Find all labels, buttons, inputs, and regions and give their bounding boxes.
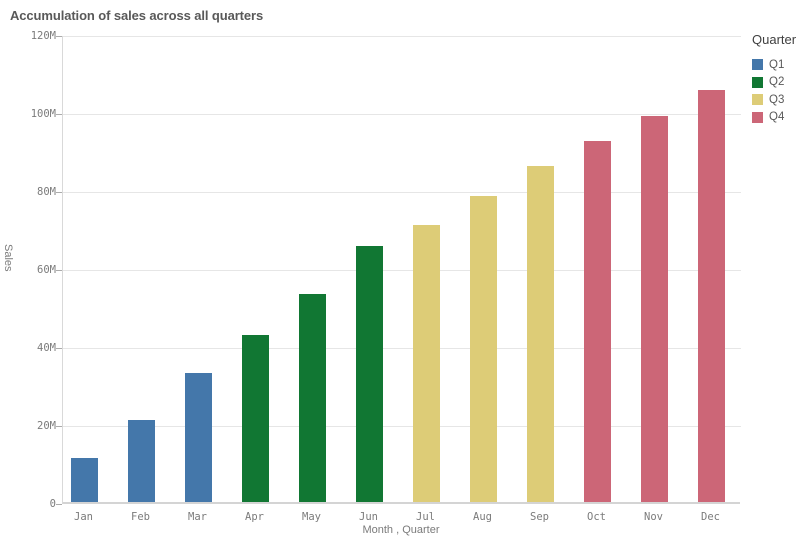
gridline [63, 36, 741, 37]
y-tick-label: 0 [49, 498, 56, 510]
bar-nov[interactable] [641, 116, 668, 502]
bar-dec[interactable] [698, 90, 725, 502]
legend-item-q2[interactable]: Q2 [752, 74, 800, 92]
legend-color-swatch-q4 [752, 111, 763, 123]
plot-area [62, 36, 741, 504]
y-tick-label: 100M [30, 108, 56, 120]
x-tick-label-aug: Aug [473, 511, 492, 523]
x-tick-label-mar: Mar [188, 511, 207, 523]
legend-color-swatch-q1 [752, 59, 763, 71]
y-axis-title: Sales [2, 244, 14, 272]
legend-items: Q1 Q2 Q3 Q4 [752, 56, 800, 126]
legend-label: Q1 [769, 58, 785, 71]
legend-item-q1[interactable]: Q1 [752, 56, 800, 74]
y-tick-mark [56, 270, 62, 271]
y-tick-label: 20M [37, 420, 56, 432]
legend-color-swatch-q2 [752, 76, 763, 88]
bar-sep[interactable] [527, 166, 554, 502]
x-tick-label-jun: Jun [359, 511, 378, 523]
bar-jan[interactable] [71, 458, 98, 502]
y-tick-label: 120M [30, 30, 56, 42]
bar-feb[interactable] [128, 420, 155, 502]
x-tick-label-sep: Sep [530, 511, 549, 523]
gridline [63, 426, 741, 427]
gridline [63, 114, 741, 115]
x-tick-label-jan: Jan [74, 511, 93, 523]
y-tick-label: 40M [37, 342, 56, 354]
y-tick-mark [56, 348, 62, 349]
y-tick-mark [56, 504, 62, 505]
bar-apr[interactable] [242, 335, 269, 502]
gridline [63, 348, 741, 349]
x-tick-label-apr: Apr [245, 511, 264, 523]
x-tick-label-dec: Dec [701, 511, 720, 523]
y-tick-mark [56, 192, 62, 193]
y-tick-mark [56, 36, 62, 37]
legend-label: Q2 [769, 76, 785, 89]
y-tick-label: 60M [37, 264, 56, 276]
y-tick-mark [56, 114, 62, 115]
chart-title: Accumulation of sales across all quarter… [10, 8, 264, 23]
legend-label: Q3 [769, 93, 785, 106]
bar-jul[interactable] [413, 225, 440, 502]
x-tick-label-nov: Nov [644, 511, 663, 523]
bar-jun[interactable] [356, 246, 383, 502]
bar-may[interactable] [299, 294, 326, 502]
y-tick-label: 80M [37, 186, 56, 198]
bar-aug[interactable] [470, 196, 497, 502]
legend: Quarter Q1 Q2 Q3 Q4 [752, 32, 800, 126]
x-tick-label-jul: Jul [416, 511, 435, 523]
legend-title: Quarter [752, 32, 797, 47]
y-tick-mark [56, 426, 62, 427]
bar-oct[interactable] [584, 141, 611, 502]
x-tick-label-feb: Feb [131, 511, 150, 523]
bar-mar[interactable] [185, 373, 212, 502]
legend-label: Q4 [769, 111, 785, 124]
legend-item-q4[interactable]: Q4 [752, 109, 800, 127]
x-tick-label-may: May [302, 511, 321, 523]
gridline [63, 270, 741, 271]
legend-item-q3[interactable]: Q3 [752, 91, 800, 109]
x-axis-title: Month , Quarter [362, 524, 440, 536]
legend-color-swatch-q3 [752, 94, 763, 106]
gridline [63, 192, 741, 193]
x-tick-label-oct: Oct [587, 511, 606, 523]
